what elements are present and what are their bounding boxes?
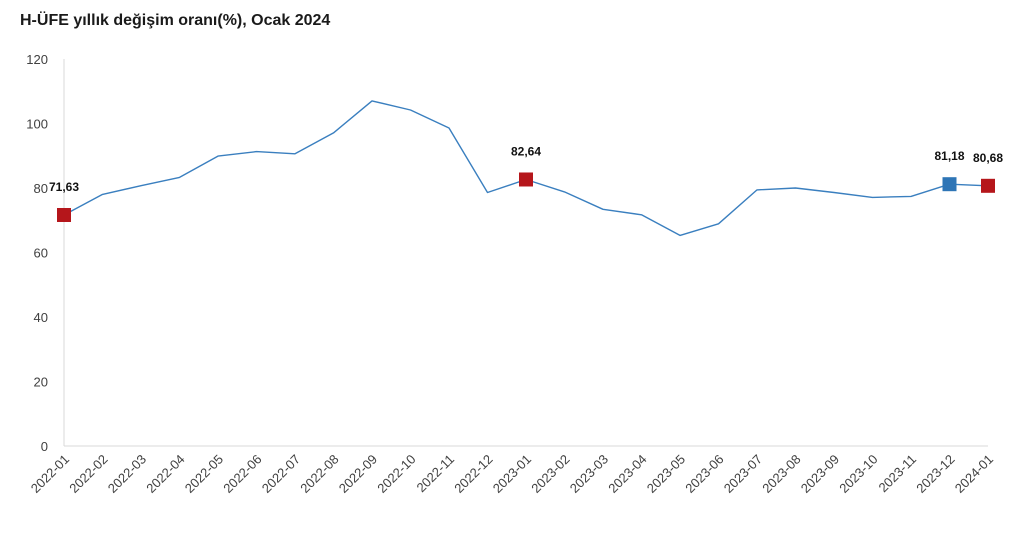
data-point-marker (519, 172, 533, 187)
series-line (63, 100, 989, 237)
chart-data-labels: 71,63 82,64 81,18 80,68 (49, 144, 1003, 194)
x-tick-label: 2023-11 (875, 452, 919, 496)
x-tick-label: 2022-08 (297, 452, 341, 496)
data-point-marker (57, 207, 71, 222)
data-point-marker (942, 177, 957, 192)
x-tick-label: 2022-03 (105, 452, 149, 496)
x-tick-label: 2022-04 (143, 452, 187, 496)
x-tick-label: 2023-04 (605, 452, 649, 496)
x-tick-label: 2022-05 (182, 452, 226, 496)
x-tick-label: 2022-09 (336, 452, 380, 496)
x-tick-label: 2022-07 (259, 452, 303, 496)
y-tick-label: 0 (41, 439, 48, 454)
y-tick-label: 60 (34, 246, 48, 261)
y-tick-label: 120 (26, 52, 48, 67)
x-tick-label: 2023-02 (528, 452, 572, 496)
x-tick-label: 2022-11 (413, 452, 457, 496)
x-tick-label: 2023-03 (567, 452, 611, 496)
x-tick-label: 2022-10 (374, 452, 418, 496)
x-tick-label: 2023-05 (644, 452, 688, 496)
x-tick-label: 2023-10 (836, 452, 880, 496)
x-tick-label: 2022-06 (220, 452, 264, 496)
x-tick-label: 2024-01 (952, 452, 996, 496)
x-tick-label: 2023-09 (798, 452, 842, 496)
x-tick-label: 2023-01 (490, 452, 534, 496)
chart-axes: 0204060801001202022-012022-022022-032022… (26, 52, 996, 496)
x-tick-label: 2023-06 (682, 452, 726, 496)
y-tick-label: 80 (34, 181, 48, 196)
y-tick-label: 40 (34, 310, 48, 325)
chart-series (63, 100, 989, 237)
y-tick-label: 100 (26, 117, 48, 132)
data-label: 82,64 (511, 144, 541, 158)
y-tick-label: 20 (34, 375, 48, 390)
data-point-marker (981, 178, 995, 193)
x-tick-label: 2023-12 (913, 452, 957, 496)
x-tick-label: 2022-01 (28, 452, 72, 496)
data-label: 81,18 (934, 149, 964, 163)
chart-title: H-ÜFE yıllık değişim oranı(%), Ocak 2024 (20, 12, 331, 29)
chart-markers (57, 172, 995, 222)
data-label: 71,63 (49, 180, 79, 194)
x-tick-label: 2022-02 (66, 452, 110, 496)
data-label: 80,68 (973, 151, 1003, 165)
x-tick-label: 2022-12 (451, 452, 495, 496)
x-tick-label: 2023-08 (759, 452, 803, 496)
x-tick-label: 2023-07 (721, 452, 765, 496)
